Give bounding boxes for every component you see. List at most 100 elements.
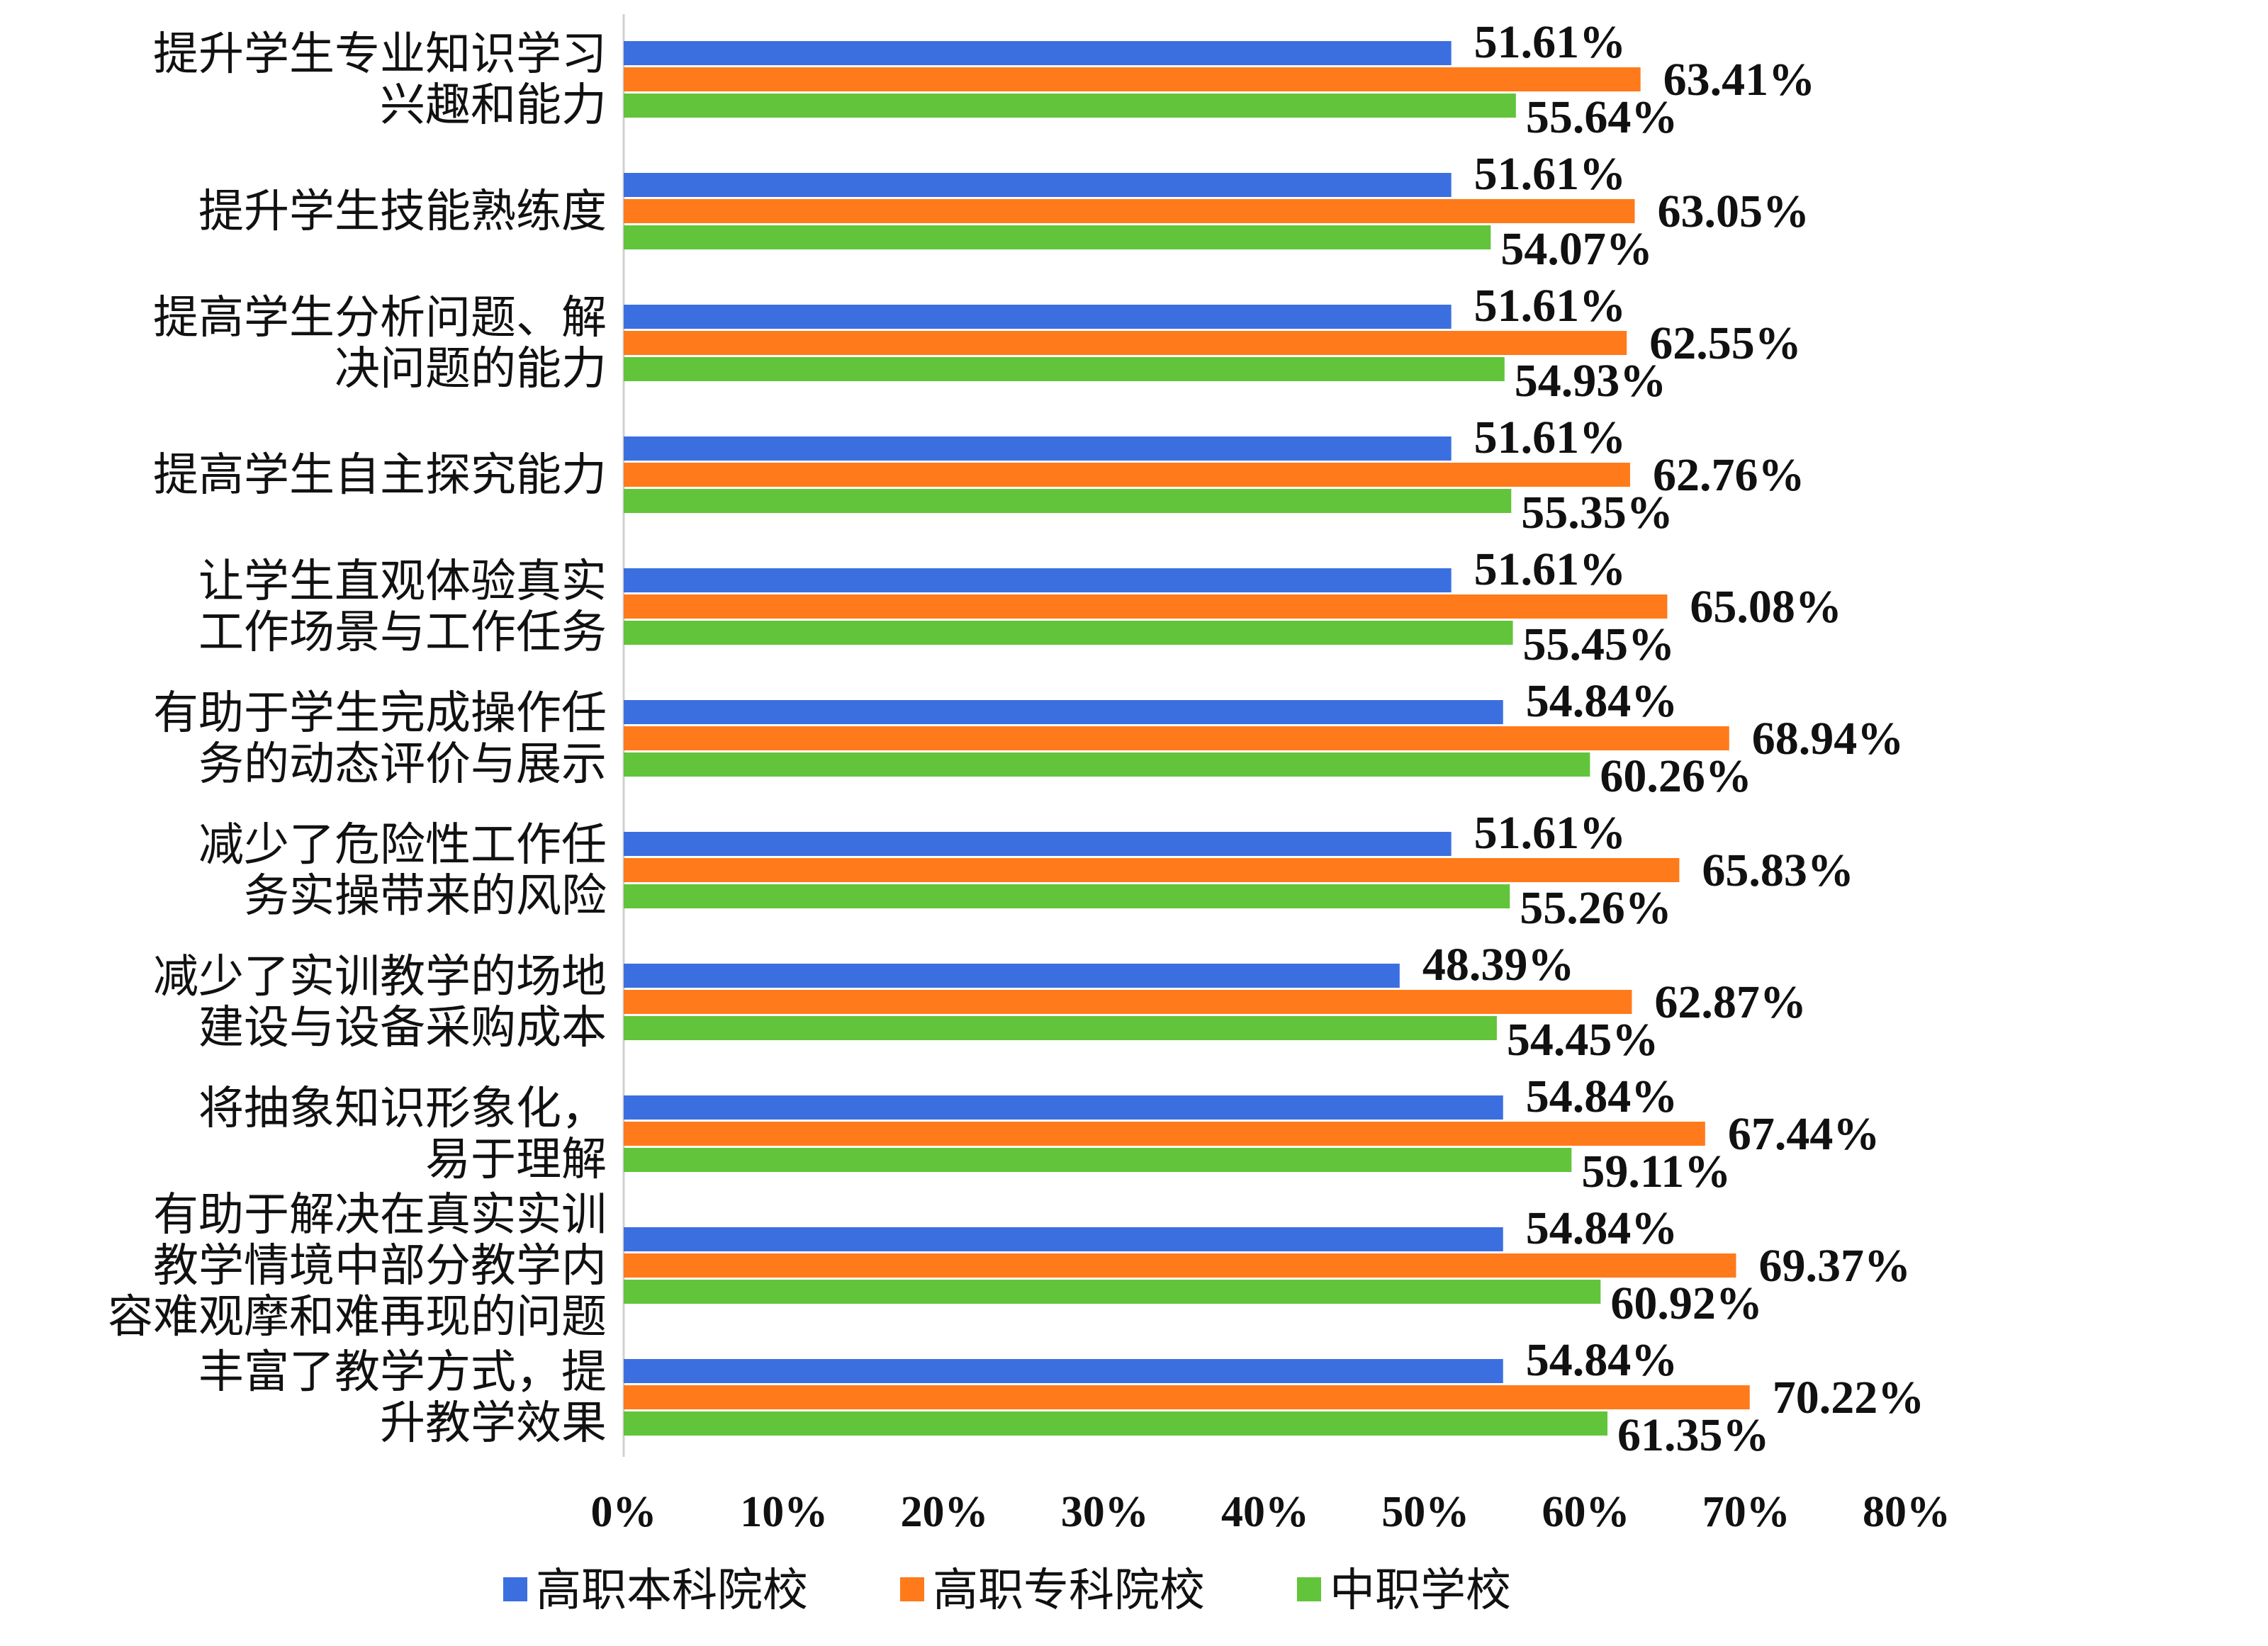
x-tick-label: 10%	[740, 1488, 828, 1536]
data-label: 55.45%	[1523, 619, 1675, 670]
data-label: 54.84%	[1526, 1202, 1678, 1254]
category-label: 有助于解决在真实实训	[153, 1189, 607, 1241]
data-label: 62.76%	[1653, 449, 1805, 501]
bar-1-6	[624, 858, 1680, 882]
legend: 高职本科院校 高职专科院校 中职学校	[503, 1565, 1511, 1617]
data-label: 51.61%	[1474, 412, 1627, 463]
data-label: 51.61%	[1474, 543, 1627, 595]
category-label: 教学情境中部分教学内	[153, 1240, 607, 1292]
data-label: 63.41%	[1663, 54, 1816, 106]
bar-0-8	[624, 1095, 1503, 1120]
axis-layer: 0% 10% 20% 30% 40% 50% 60% 70% 80%	[591, 14, 1950, 1536]
bar-0-10	[624, 1359, 1503, 1383]
data-label: 54.84%	[1526, 1334, 1678, 1386]
data-label: 54.45%	[1507, 1014, 1659, 1066]
data-label: 60.26%	[1600, 750, 1752, 802]
category-label: 提高学生自主探究能力	[153, 449, 607, 502]
data-label: 48.39%	[1422, 939, 1575, 991]
bar-0-6	[624, 832, 1452, 856]
bar-2-5	[624, 752, 1590, 777]
bar-2-9	[624, 1280, 1601, 1304]
category-label: 建设与设备采购成本	[198, 1002, 607, 1054]
data-label: 59.11%	[1581, 1146, 1731, 1197]
bar-2-2	[624, 357, 1505, 381]
bar-0-3	[624, 436, 1452, 461]
legend-label: 高职专科院校	[933, 1565, 1205, 1617]
bar-0-1	[624, 173, 1452, 197]
bar-0-9	[624, 1227, 1503, 1251]
category-label: 兴趣和能力	[380, 79, 607, 132]
x-tick-label: 20%	[901, 1488, 989, 1536]
category-label: 务实操带来的风险	[244, 870, 607, 923]
category-label: 让学生直观体验真实	[198, 556, 607, 608]
category-label: 将抽象知识形象化，	[198, 1083, 607, 1135]
bar-1-2	[624, 331, 1627, 355]
data-label: 63.05%	[1658, 186, 1810, 237]
bar-1-4	[624, 594, 1668, 619]
legend-label: 高职本科院校	[536, 1565, 808, 1617]
data-label: 51.61%	[1474, 16, 1627, 68]
bar-1-5	[624, 726, 1729, 750]
bar-2-3	[624, 489, 1512, 513]
data-label: 55.64%	[1526, 91, 1678, 143]
bar-2-0	[624, 94, 1516, 118]
bar-2-7	[624, 1016, 1497, 1040]
data-label: 62.55%	[1649, 317, 1802, 369]
bar-2-8	[624, 1148, 1572, 1172]
data-label: 69.37%	[1758, 1240, 1911, 1292]
category-label: 容难观摩和难再现的问题	[108, 1291, 607, 1343]
category-label: 减少了实训教学的场地	[153, 951, 607, 1003]
data-label: 68.94%	[1752, 713, 1904, 765]
data-label: 70.22%	[1773, 1372, 1925, 1424]
data-label: 60.92%	[1610, 1278, 1763, 1329]
data-label: 54.84%	[1526, 1071, 1678, 1122]
bar-0-5	[624, 700, 1503, 724]
data-label: 62.87%	[1654, 976, 1807, 1028]
data-label: 54.84%	[1526, 675, 1678, 727]
bar-1-8	[624, 1122, 1705, 1146]
data-label: 51.61%	[1474, 148, 1627, 200]
category-label: 提升学生专业知识学习	[153, 28, 607, 81]
data-label: 54.07%	[1500, 223, 1653, 275]
bar-2-10	[624, 1411, 1608, 1436]
bar-1-9	[624, 1253, 1736, 1278]
bar-0-7	[624, 964, 1400, 988]
x-tick-label: 60%	[1542, 1488, 1630, 1536]
category-label: 有助于学生完成操作任	[153, 687, 607, 740]
data-label: 54.93%	[1515, 355, 1667, 407]
category-label: 提升学生技能熟练度	[198, 186, 607, 238]
bar-0-4	[624, 568, 1452, 592]
bar-1-7	[624, 990, 1632, 1014]
data-label: 55.26%	[1520, 882, 1672, 934]
category-label: 务的动态评价与展示	[198, 738, 607, 791]
bars-layer	[624, 41, 1750, 1436]
bar-2-1	[624, 225, 1491, 249]
x-tick-label: 40%	[1221, 1488, 1309, 1536]
data-label: 65.83%	[1702, 845, 1854, 896]
x-tick-label: 70%	[1702, 1488, 1790, 1536]
bar-1-0	[624, 67, 1641, 91]
legend-label: 中职学校	[1330, 1565, 1511, 1617]
x-tick-label: 0%	[591, 1488, 657, 1536]
x-tick-label: 80%	[1863, 1488, 1950, 1536]
category-label: 易于理解	[425, 1134, 607, 1186]
legend-swatch-0	[503, 1577, 527, 1601]
data-label: 67.44%	[1728, 1108, 1880, 1160]
bar-2-4	[624, 621, 1513, 645]
data-label: 65.08%	[1690, 581, 1842, 633]
legend-swatch-2	[1297, 1577, 1321, 1601]
bar-1-10	[624, 1385, 1750, 1409]
x-tick-label: 30%	[1061, 1488, 1149, 1536]
data-label: 51.61%	[1474, 280, 1627, 332]
data-label: 61.35%	[1617, 1409, 1770, 1461]
bar-2-6	[624, 884, 1510, 908]
legend-swatch-1	[900, 1577, 924, 1601]
x-tick-label: 50%	[1381, 1488, 1469, 1536]
data-label: 51.61%	[1474, 807, 1627, 859]
bar-0-2	[624, 305, 1452, 329]
bar-0-0	[624, 41, 1452, 65]
category-label: 决问题的能力	[335, 343, 607, 395]
bar-1-1	[624, 199, 1635, 223]
